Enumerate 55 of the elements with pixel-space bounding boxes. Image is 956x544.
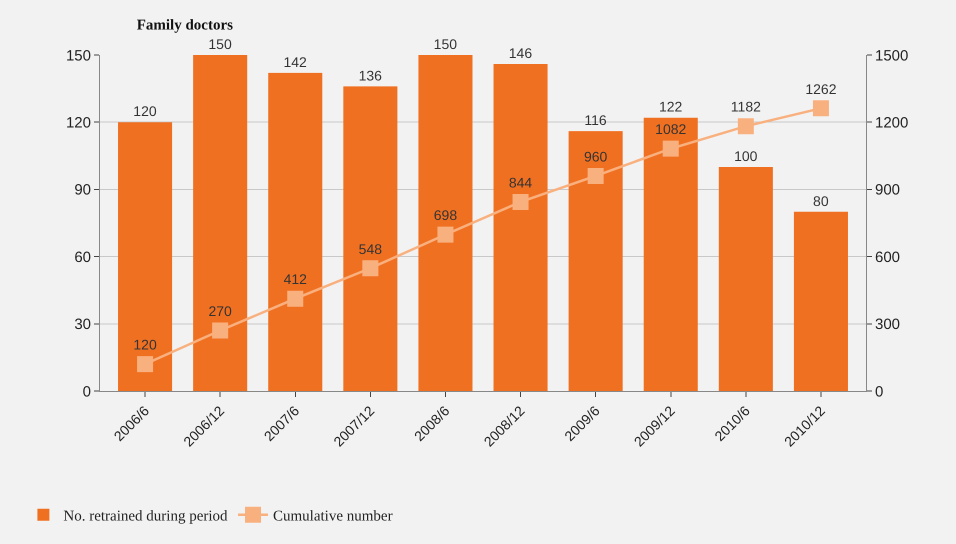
y2-tick-label: 900 xyxy=(875,182,900,199)
y-tick-label: 60 xyxy=(74,248,91,266)
y2-tick-label: 0 xyxy=(875,383,884,400)
legend-label: Cumulative number xyxy=(273,508,393,525)
data-label: 150 xyxy=(208,36,232,52)
bar xyxy=(494,64,548,391)
point xyxy=(662,140,679,157)
legend-label: No. retrained during period xyxy=(63,508,228,525)
data-label: 116 xyxy=(584,112,607,128)
data-label: 960 xyxy=(584,148,608,164)
bar xyxy=(118,122,172,391)
y2-tick-label: 1200 xyxy=(875,114,908,132)
data-label: 150 xyxy=(434,36,458,52)
bar xyxy=(268,72,322,391)
data-label: 412 xyxy=(284,271,308,288)
bar xyxy=(718,167,773,391)
data-label: 698 xyxy=(434,207,458,224)
bar xyxy=(418,55,472,391)
data-label: 1182 xyxy=(730,98,762,115)
point xyxy=(212,322,228,339)
bar xyxy=(794,212,848,391)
point xyxy=(812,100,829,116)
data-label: 120 xyxy=(133,103,157,120)
bar xyxy=(644,118,698,391)
y-tick-label: 120 xyxy=(66,114,91,132)
data-label: 844 xyxy=(508,174,532,190)
data-label: 548 xyxy=(358,240,382,257)
data-label: 142 xyxy=(283,54,308,70)
chart-title: Family doctors xyxy=(136,18,234,34)
point xyxy=(738,118,754,134)
y-tick-label: 30 xyxy=(74,316,91,334)
y2-tick-label: 300 xyxy=(875,316,900,334)
y-tick-label: 150 xyxy=(66,47,91,64)
data-label: 146 xyxy=(508,44,532,61)
data-label: 80 xyxy=(813,192,829,209)
data-label: 120 xyxy=(133,336,157,353)
y2-tick-label: 600 xyxy=(875,248,900,266)
data-label: 1262 xyxy=(805,80,837,97)
data-label: 100 xyxy=(734,148,758,164)
data-label: 122 xyxy=(658,98,683,115)
data-label: 270 xyxy=(208,303,232,320)
bar xyxy=(193,55,248,391)
data-label: 1082 xyxy=(655,121,687,138)
y-tick-label: 0 xyxy=(82,383,91,400)
point xyxy=(512,194,529,210)
bar xyxy=(343,86,398,391)
y2-tick-label: 1500 xyxy=(875,47,908,64)
y-tick-label: 90 xyxy=(74,182,91,199)
point xyxy=(437,226,454,243)
point xyxy=(588,168,604,184)
point xyxy=(137,356,154,372)
point xyxy=(287,290,304,307)
data-label: 136 xyxy=(358,67,382,84)
point xyxy=(362,260,378,276)
bar xyxy=(568,131,623,391)
